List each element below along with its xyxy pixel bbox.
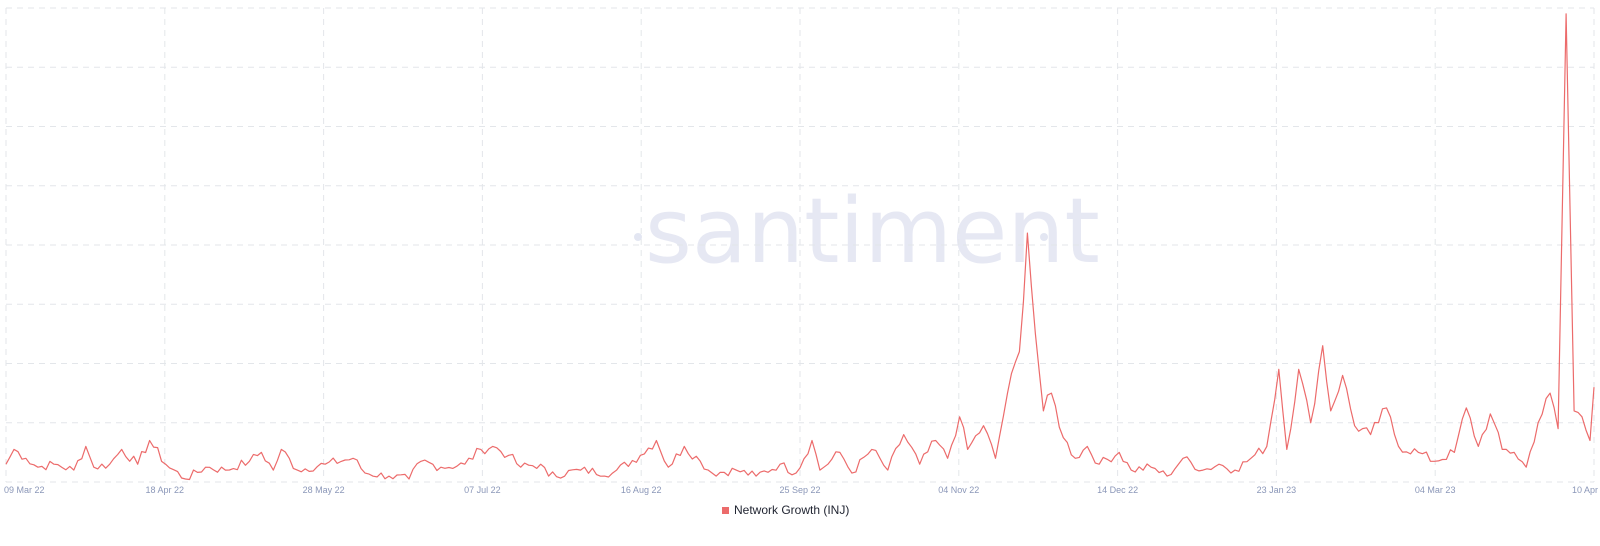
- x-tick-label: 28 May 22: [303, 485, 345, 495]
- legend[interactable]: Network Growth (INJ): [722, 503, 849, 517]
- watermark: santiment: [634, 179, 1100, 284]
- x-tick-label: 16 Aug 22: [621, 485, 662, 495]
- x-tick-label: 10 Apr: [1572, 485, 1598, 495]
- series-line-network-growth-inj: [5, 13, 1595, 481]
- watermark-dot-left: [634, 233, 642, 241]
- x-tick-label: 18 Apr 22: [146, 485, 185, 495]
- x-tick-label: 23 Jan 23: [1257, 485, 1297, 495]
- watermark-dot-right: [1040, 233, 1048, 241]
- watermark-text: santiment: [645, 179, 1100, 284]
- x-tick-label: 07 Jul 22: [464, 485, 501, 495]
- x-axis-ticks: 09 Mar 22 18 Apr 22 28 May 22 07 Jul 22 16 A…: [4, 485, 1598, 495]
- x-tick-label: 25 Sep 22: [779, 485, 820, 495]
- legend-label[interactable]: Network Growth (INJ): [734, 503, 849, 517]
- gridlines: [5, 7, 1595, 483]
- x-tick-label: 09 Mar 22: [4, 485, 45, 495]
- legend-swatch: [722, 507, 729, 514]
- series-lines: [5, 13, 1595, 481]
- x-tick-label: 04 Mar 23: [1415, 485, 1456, 495]
- x-tick-label: 04 Nov 22: [938, 485, 979, 495]
- x-tick-label: 14 Dec 22: [1097, 485, 1138, 495]
